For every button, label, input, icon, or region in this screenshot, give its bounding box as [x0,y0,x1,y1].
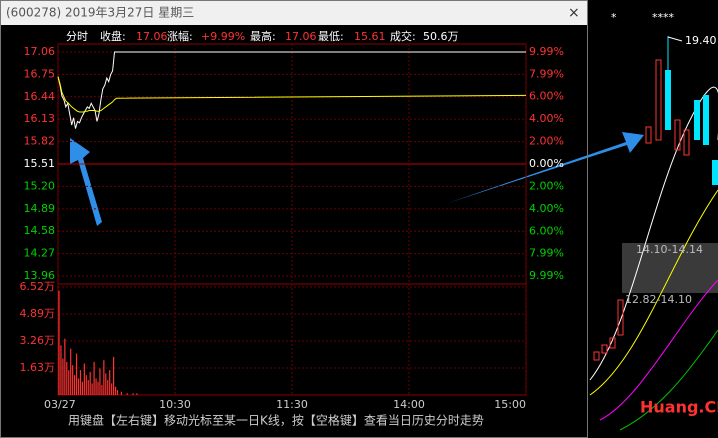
y-tick-label: 13.96 [24,269,56,282]
candle [617,299,624,336]
candle [703,95,709,145]
candle [609,337,616,349]
candle [593,351,600,361]
y-tick-label: 4.89万 [20,307,56,320]
candle [683,129,690,156]
high-pointer [667,36,683,42]
y2-tick-label: 6.00% [529,224,564,237]
side-mark: **** [652,11,675,24]
y-tick-label: 14.27 [24,247,56,260]
watermark: Huang.CN [640,398,718,417]
zone-label: 14.10-14.14 [636,243,703,256]
y-tick-label: 15.20 [24,179,56,192]
price-line [57,51,526,129]
info-label: 收盘: [100,29,126,43]
candle [712,160,718,185]
x-tick-label: 11:30 [276,398,308,411]
info-label: 最低: [318,30,344,43]
y2-tick-label: 9.99% [529,45,564,58]
ma-line [589,189,718,396]
info-value: 17.06 [136,30,168,43]
mode-label: 分时 [66,30,88,43]
zone-label: 12.82-14.10 [625,293,692,306]
candle [665,70,671,130]
ma-line [589,86,718,381]
y2-tick-label: 7.99% [529,67,564,80]
y-tick-label: 16.44 [24,90,56,103]
y-tick-label: 14.89 [24,202,56,215]
y-tick-label: 16.75 [24,67,56,80]
side-mark: * [611,11,617,24]
close-button[interactable]: × [568,5,580,21]
candle [655,59,662,141]
candle [694,100,700,140]
x-tick-label: 03/27 [44,398,76,411]
info-value: 15.61 [354,30,386,43]
x-tick-label: 10:30 [159,398,191,411]
candle [645,126,652,144]
info-label: 最高: [250,29,276,43]
arrow [70,138,102,226]
y-tick-label: 14.58 [24,224,56,237]
price-line [57,76,527,113]
y-tick-label: 17.06 [24,45,56,58]
y-tick-label: 16.13 [24,112,56,125]
y2-tick-label: 2.00% [529,135,564,148]
y-tick-label: 15.82 [24,135,56,148]
high-label: 19.40 [685,34,717,47]
y2-tick-label: 4.00% [529,112,564,125]
info-value: 17.06 [285,30,317,43]
x-tick-label: 14:00 [393,398,425,411]
info-value: 50.6万 [423,30,459,43]
y-tick-label: 1.63万 [20,361,56,374]
ma-line [599,279,718,421]
header: 分时 收盘: 17.06 涨幅: +9.99% 最高: 17.06 最低: 15… [66,29,459,43]
y2-tick-label: 0.00% [529,157,564,170]
y2-tick-label: 6.00% [529,90,564,103]
candle [601,344,608,354]
y2-tick-label: 4.00% [529,202,564,215]
window-title: (600278) 2019年3月27日 星期三 [6,6,194,20]
ma-line [619,329,718,431]
info-label: 涨幅: [167,30,193,43]
y2-tick-label: 9.99% [529,269,564,282]
candle [674,119,681,151]
y-tick-label: 15.51 [24,157,56,170]
y2-tick-label: 2.00% [529,179,564,192]
title-bar [1,1,587,25]
footer-hint: 用键盘【左右键】移动光标至某一日K线，按【空格键】查看当日历史分时走势 [68,413,484,428]
x-tick-label: 15:00 [494,398,526,411]
y2-tick-label: 7.99% [529,247,564,260]
info-value: +9.99% [201,30,245,43]
info-label: 成交: [390,29,416,43]
side-panel: * **** 19.40 14.10-14.14 12.82-14.10 Hua… [448,11,718,431]
y-tick-label: 3.26万 [20,334,56,347]
y-tick-label: 6.52万 [20,280,56,293]
